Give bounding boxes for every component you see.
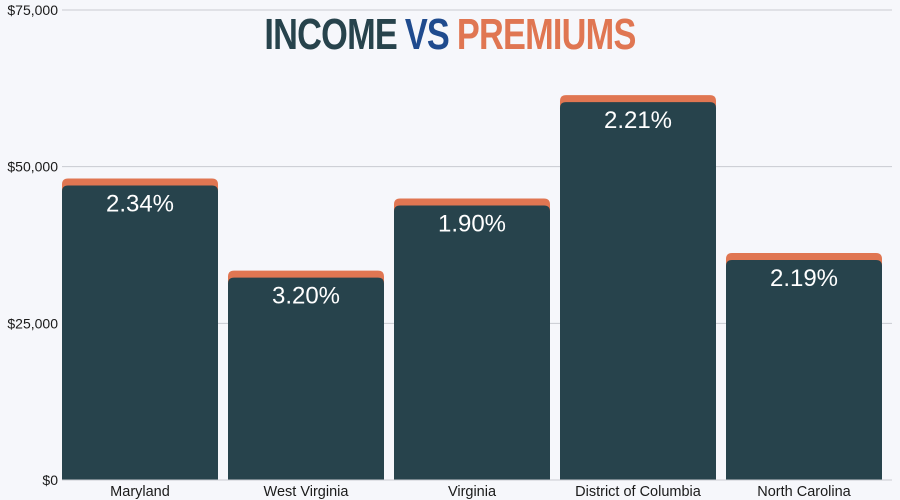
y-tick-label: $0 <box>42 472 58 488</box>
title-vs: VS <box>404 10 450 59</box>
chart-title: INCOME VS PREMIUMS <box>99 6 801 64</box>
income-bar <box>726 260 882 480</box>
x-tick-label: North Carolina <box>757 484 851 500</box>
x-tick-label: Maryland <box>110 484 170 500</box>
data-label: 2.19% <box>770 265 838 292</box>
y-tick-label: $25,000 <box>7 315 58 331</box>
title-premiums: PREMIUMS <box>456 10 636 59</box>
income-bar <box>560 102 716 481</box>
income-bar <box>62 185 218 480</box>
title-income: INCOME <box>264 10 398 59</box>
income-bar <box>228 277 384 480</box>
y-tick-label: $75,000 <box>7 2 58 18</box>
x-tick-label: Virginia <box>448 484 497 500</box>
data-label: 1.90% <box>438 211 506 238</box>
income-bar <box>394 205 550 480</box>
x-tick-label: West Virginia <box>264 484 350 500</box>
data-label: 2.21% <box>604 107 672 134</box>
data-label: 2.34% <box>106 190 174 217</box>
data-label: 3.20% <box>272 283 340 310</box>
y-tick-label: $50,000 <box>7 159 58 175</box>
x-tick-label: District of Columbia <box>575 484 702 500</box>
